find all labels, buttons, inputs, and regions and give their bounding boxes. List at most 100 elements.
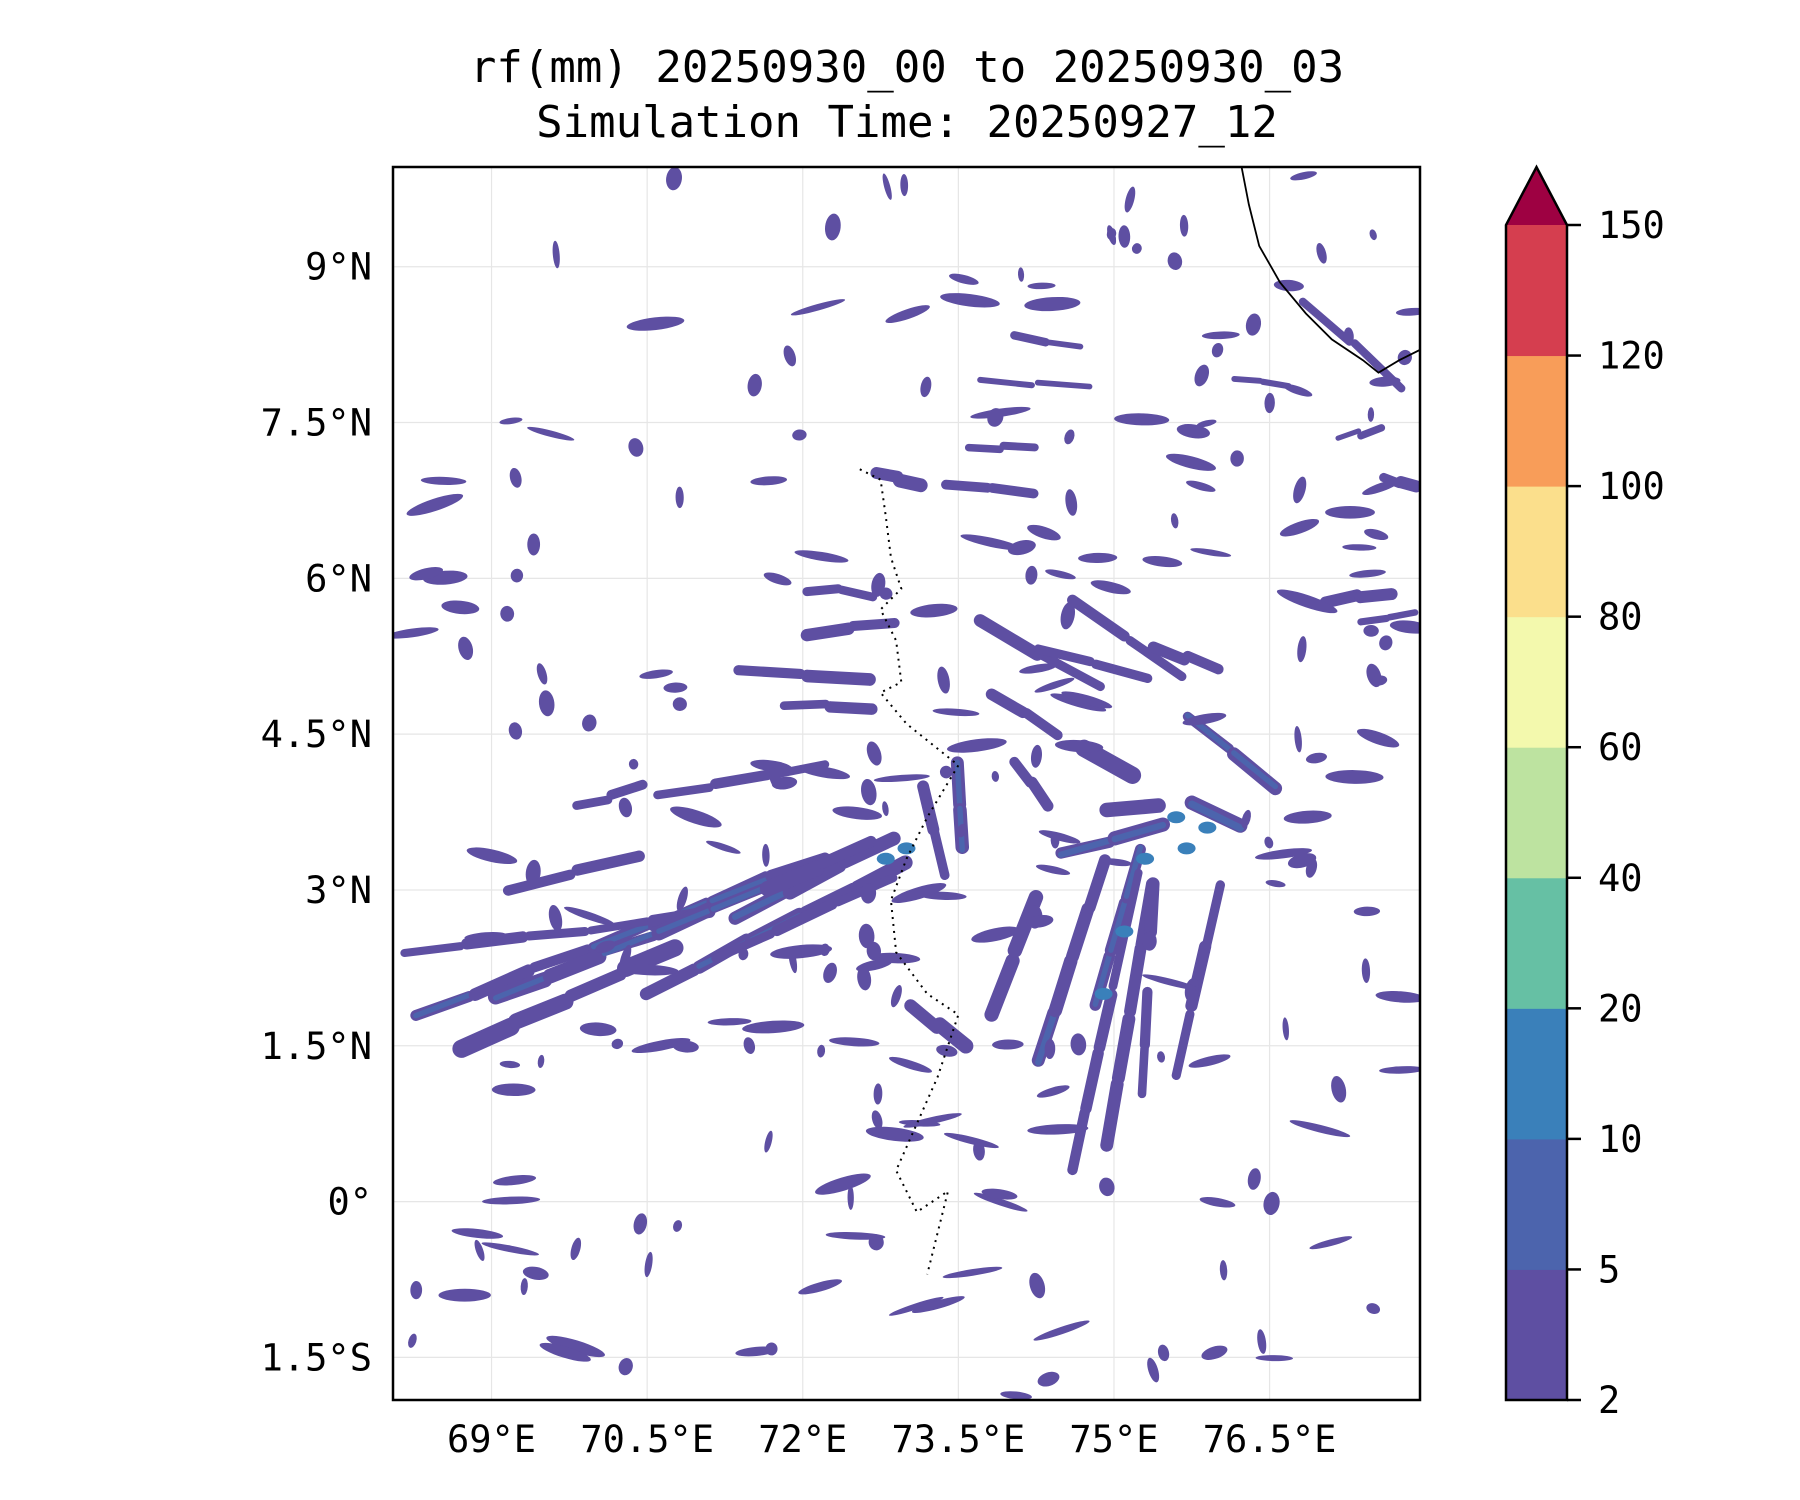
- rain-streak: [1038, 651, 1105, 692]
- rain-cell: [1379, 1066, 1420, 1074]
- rain-cell: [948, 273, 979, 285]
- rain-cell: [1201, 331, 1240, 340]
- rain-cell: [885, 305, 930, 323]
- rain-cell: [525, 859, 541, 886]
- rain-cell: [866, 941, 882, 961]
- rain-streak: [1034, 379, 1093, 390]
- colorbar-extend-triangle: [1506, 167, 1567, 225]
- rain-cell: [1276, 589, 1338, 614]
- rain-streak: [1357, 424, 1386, 440]
- x-axis-ticks: 69°E 70.5°E 72°E 73.5°E 75°E 76.5°E: [447, 1418, 1336, 1461]
- rain-cell: [406, 493, 464, 516]
- y-tick-label: 6°N: [305, 557, 372, 600]
- rain-cell: [548, 904, 563, 932]
- rain-cell: [1282, 1017, 1289, 1041]
- rain-cell: [1255, 848, 1312, 860]
- rain-cell: [762, 843, 770, 867]
- y-tick-label: 9°N: [305, 246, 372, 289]
- rain-cell: [393, 627, 439, 639]
- rain-cell: [1287, 853, 1317, 869]
- rain-streak: [801, 669, 876, 686]
- rain-cell: [1147, 1357, 1160, 1383]
- rain-cell: [1316, 243, 1327, 264]
- rain-cell: [1247, 1168, 1261, 1190]
- rain-cell: [1100, 858, 1133, 867]
- rain-cell: [1157, 1051, 1166, 1063]
- rain-cell: [1279, 518, 1320, 537]
- rain-cell: [618, 1358, 633, 1376]
- rain-cell: [527, 426, 575, 441]
- rain-cell: [770, 944, 833, 959]
- rain-streak: [1354, 588, 1398, 604]
- rain-streak: [1099, 798, 1166, 818]
- rain-cell: [1194, 364, 1210, 387]
- rain-cell: [1179, 214, 1189, 237]
- rain-streak: [468, 964, 535, 1001]
- rain-cell: [1017, 267, 1025, 282]
- rain-cell: [510, 568, 524, 583]
- rain-cell: [747, 373, 762, 397]
- rain-cell: [991, 771, 1000, 782]
- rain-cell: [1034, 677, 1075, 693]
- rain-streak: [452, 1017, 520, 1058]
- rain-cell: [790, 299, 846, 316]
- rain-cell: [539, 1342, 591, 1362]
- rain-cell: [865, 1126, 924, 1142]
- rain-cell: [1182, 712, 1227, 726]
- rain-streak-core: [493, 975, 548, 1001]
- rain-cell: [1027, 524, 1061, 541]
- rain-cell: [742, 1020, 805, 1034]
- rain-streak: [941, 479, 993, 493]
- rain-streak: [1147, 641, 1190, 666]
- rain-streak: [892, 473, 928, 493]
- rain-streak: [1298, 297, 1354, 346]
- rain-streak: [1091, 659, 1153, 684]
- rain-cell: [1036, 1085, 1070, 1098]
- rain-streak: [964, 443, 1004, 454]
- colorbar-segment: [1506, 486, 1567, 618]
- rain-cell: [1061, 691, 1113, 709]
- rain-streak: [973, 614, 1044, 661]
- rain-cell: [891, 883, 947, 904]
- rain-streak: [1067, 594, 1130, 642]
- rain-cell: [633, 1213, 648, 1235]
- rain-cell: [797, 764, 850, 780]
- rain-cell: [832, 806, 882, 820]
- rain-cell: [873, 1083, 883, 1105]
- colorbar-tick-label: 20: [1598, 987, 1643, 1030]
- rain-cell: [900, 174, 909, 197]
- rain-cell: [1264, 836, 1274, 849]
- rain-cell-intense: [1167, 811, 1186, 824]
- rain-streak: [1075, 739, 1142, 784]
- rain-cell: [890, 985, 902, 1008]
- colorbar-segment: [1506, 616, 1567, 748]
- rain-cell: [882, 173, 892, 200]
- rain-cell: [1045, 569, 1076, 580]
- rain-streak: [984, 953, 1020, 1022]
- colorbar-tick-label: 150: [1598, 204, 1665, 247]
- rain-streak-core: [413, 992, 472, 1019]
- rain-streak: [1080, 1047, 1104, 1115]
- rain-streak: [1182, 650, 1224, 675]
- x-tick-label: 69°E: [447, 1418, 536, 1461]
- rain-streak: [759, 860, 825, 897]
- rain-streak: [1124, 942, 1147, 1018]
- rain-cell: [1029, 1272, 1046, 1299]
- rain-streak: [837, 831, 901, 869]
- rain-streak: [711, 929, 776, 963]
- rain-cell: [847, 1185, 854, 1210]
- rain-cell: [1090, 580, 1131, 595]
- rain-cell: [1361, 958, 1371, 984]
- rain-streak: [816, 835, 877, 869]
- rain-cell: [481, 1242, 539, 1256]
- rain-cell: [1186, 480, 1216, 492]
- rain-cell: [673, 1220, 683, 1232]
- rain-cell: [1078, 552, 1118, 564]
- rain-cell: [1325, 506, 1375, 519]
- rain-cell: [1309, 1236, 1353, 1250]
- rain-streak-core: [1111, 821, 1167, 843]
- rain-cell: [817, 1044, 826, 1058]
- rain-cell: [1065, 489, 1078, 516]
- rain-cell: [520, 1278, 528, 1295]
- rain-cell: [860, 883, 877, 904]
